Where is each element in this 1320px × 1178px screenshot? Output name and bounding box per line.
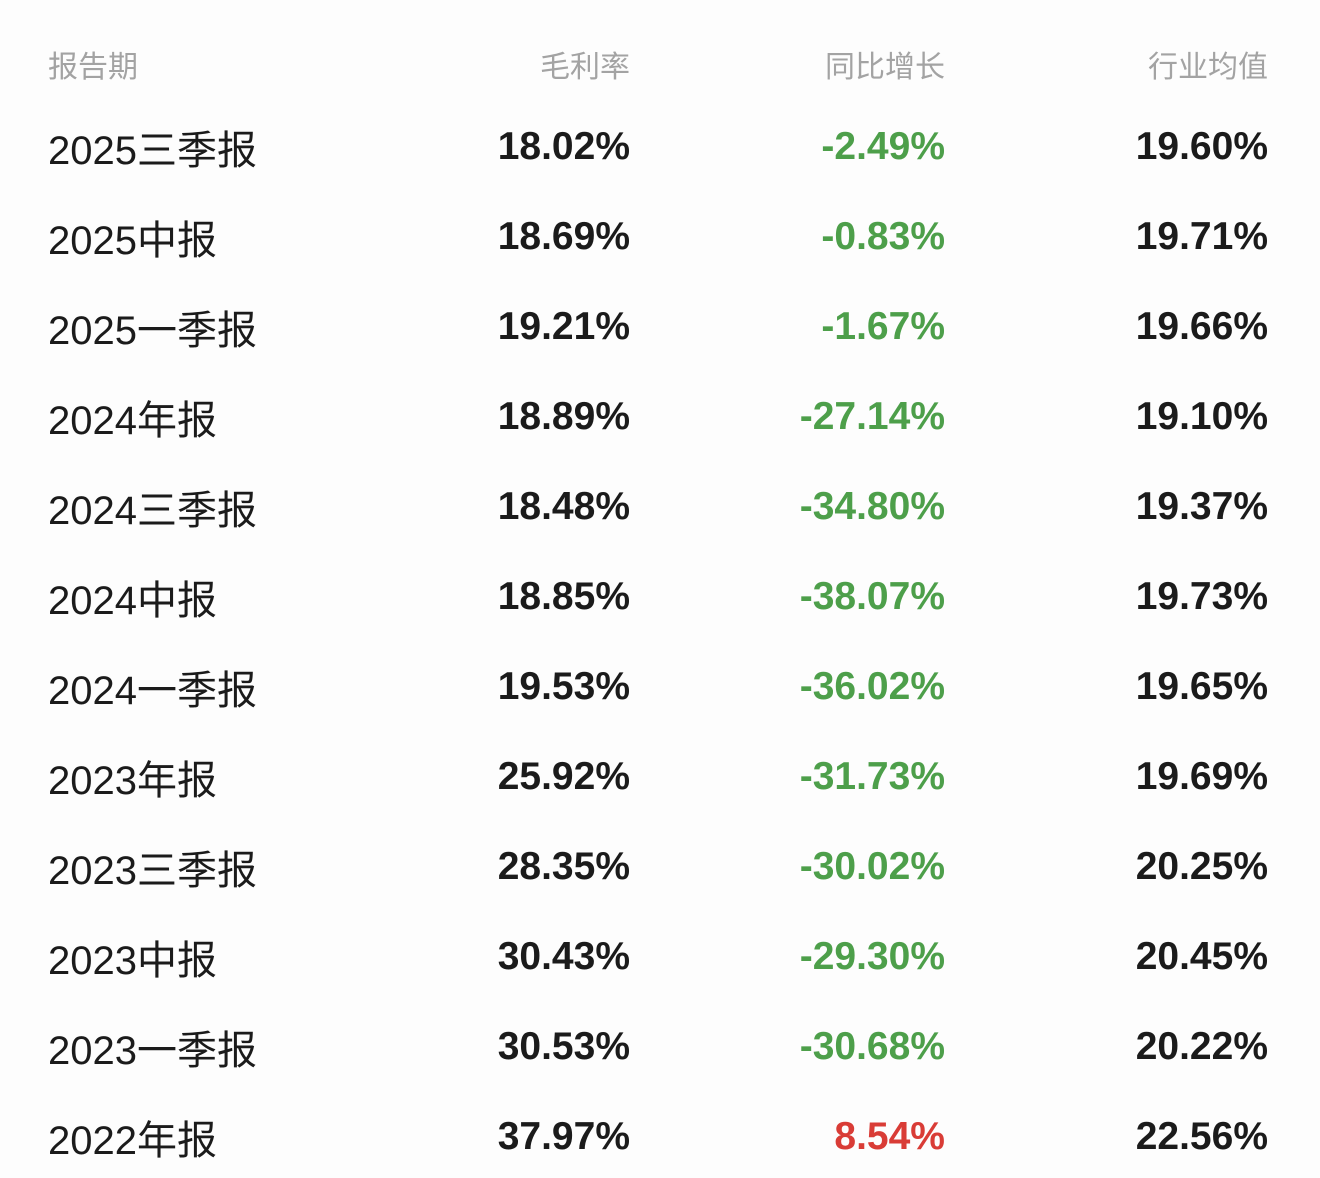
- yoy-growth-cell: -36.02%: [799, 665, 945, 708]
- gross-margin-cell: 18.85%: [497, 575, 630, 618]
- yoy-growth-cell: -0.83%: [821, 215, 945, 258]
- industry-avg-cell: 19.66%: [1135, 305, 1268, 348]
- gross-margin-cell: 28.35%: [497, 845, 630, 888]
- yoy-growth-cell: -34.80%: [799, 485, 945, 528]
- table-row: 2023三季报 28.35% -30.02% 20.25%: [48, 822, 1268, 912]
- period-cell: 2024年报: [48, 399, 217, 443]
- table-row: 2023中报 30.43% -29.30% 20.45%: [48, 912, 1268, 1002]
- table-row: 2022年报 37.97% 8.54% 22.56%: [48, 1092, 1268, 1178]
- yoy-growth-cell: -30.02%: [799, 845, 945, 888]
- yoy-growth-cell: -31.73%: [799, 755, 945, 798]
- yoy-growth-cell: -38.07%: [799, 575, 945, 618]
- table-row: 2024三季报 18.48% -34.80% 19.37%: [48, 462, 1268, 552]
- industry-avg-cell: 20.25%: [1135, 845, 1268, 888]
- industry-avg-cell: 19.69%: [1135, 755, 1268, 798]
- gross-margin-cell: 19.21%: [497, 305, 630, 348]
- table-body: 2025三季报 18.02% -2.49% 19.60% 2025中报 18.6…: [48, 102, 1268, 1178]
- gross-margin-cell: 25.92%: [497, 755, 630, 798]
- industry-avg-cell: 19.10%: [1135, 395, 1268, 438]
- industry-avg-cell: 19.71%: [1135, 215, 1268, 258]
- table-row: 2025中报 18.69% -0.83% 19.71%: [48, 192, 1268, 282]
- industry-avg-cell: 19.73%: [1135, 575, 1268, 618]
- industry-avg-cell: 20.45%: [1135, 935, 1268, 978]
- period-cell: 2023年报: [48, 759, 217, 803]
- gross-margin-cell: 30.43%: [497, 935, 630, 978]
- header-gross-margin: 毛利率: [540, 51, 630, 84]
- header-yoy-growth: 同比增长: [825, 51, 945, 84]
- yoy-growth-cell: 8.54%: [834, 1115, 945, 1158]
- period-cell: 2025一季报: [48, 309, 257, 353]
- yoy-growth-cell: -1.67%: [821, 305, 945, 348]
- yoy-growth-cell: -27.14%: [799, 395, 945, 438]
- yoy-growth-cell: -30.68%: [799, 1025, 945, 1068]
- period-cell: 2022年报: [48, 1119, 217, 1163]
- yoy-growth-cell: -29.30%: [799, 935, 945, 978]
- industry-avg-cell: 19.60%: [1135, 125, 1268, 168]
- industry-avg-cell: 19.37%: [1135, 485, 1268, 528]
- header-period: 报告期: [48, 51, 138, 84]
- table-row: 2025三季报 18.02% -2.49% 19.60%: [48, 102, 1268, 192]
- table-header-row: 报告期 毛利率 同比增长 行业均值: [48, 26, 1268, 102]
- gross-margin-cell: 18.89%: [497, 395, 630, 438]
- industry-avg-cell: 20.22%: [1135, 1025, 1268, 1068]
- gross-margin-cell: 37.97%: [497, 1115, 630, 1158]
- table-row: 2025一季报 19.21% -1.67% 19.66%: [48, 282, 1268, 372]
- yoy-growth-cell: -2.49%: [821, 125, 945, 168]
- gross-margin-cell: 18.48%: [497, 485, 630, 528]
- period-cell: 2024三季报: [48, 489, 257, 533]
- period-cell: 2023一季报: [48, 1029, 257, 1073]
- period-cell: 2025三季报: [48, 129, 257, 173]
- gross-margin-cell: 19.53%: [497, 665, 630, 708]
- gross-margin-cell: 18.02%: [497, 125, 630, 168]
- industry-avg-cell: 19.65%: [1135, 665, 1268, 708]
- table-row: 2023年报 25.92% -31.73% 19.69%: [48, 732, 1268, 822]
- period-cell: 2023中报: [48, 939, 217, 983]
- period-cell: 2025中报: [48, 219, 217, 263]
- table-row: 2024中报 18.85% -38.07% 19.73%: [48, 552, 1268, 642]
- table-row: 2023一季报 30.53% -30.68% 20.22%: [48, 1002, 1268, 1092]
- table-row: 2024一季报 19.53% -36.02% 19.65%: [48, 642, 1268, 732]
- industry-avg-cell: 22.56%: [1135, 1115, 1268, 1158]
- header-industry-avg: 行业均值: [1148, 51, 1268, 84]
- period-cell: 2024中报: [48, 579, 217, 623]
- gross-margin-cell: 30.53%: [497, 1025, 630, 1068]
- period-cell: 2024一季报: [48, 669, 257, 713]
- gross-margin-cell: 18.69%: [497, 215, 630, 258]
- table-row: 2024年报 18.89% -27.14% 19.10%: [48, 372, 1268, 462]
- period-cell: 2023三季报: [48, 849, 257, 893]
